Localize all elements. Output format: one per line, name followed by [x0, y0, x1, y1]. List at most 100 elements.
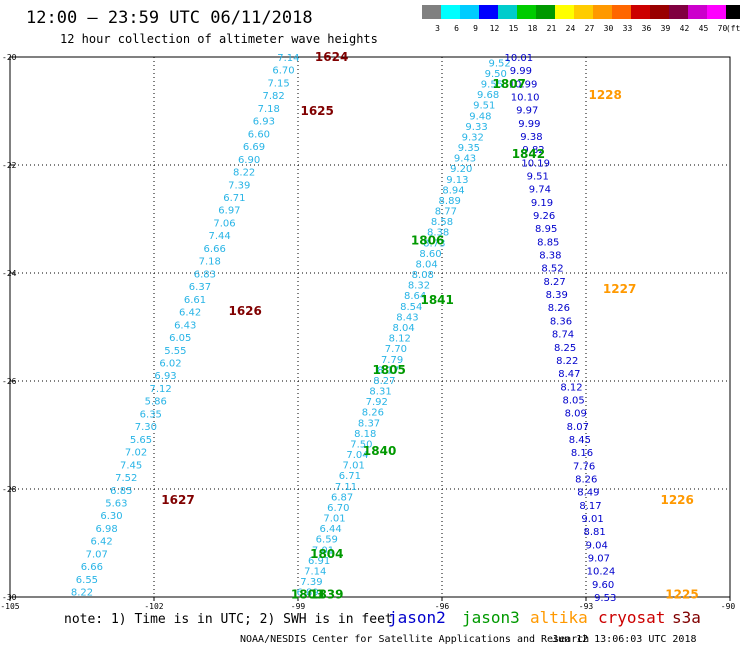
swh-value-jason3: 7.11 — [335, 482, 357, 493]
swh-value-s3a: 6.42 — [91, 537, 113, 548]
colorbar-swatch — [726, 5, 740, 19]
y-tick-label: -26 — [2, 377, 17, 386]
swh-value-jason3: 9.55 — [481, 80, 503, 91]
time-label: 1840 — [363, 444, 396, 458]
data-marks: 7.146.707.157.827.186.936.606.696.908.22… — [71, 50, 699, 604]
colorbar-swatch — [650, 5, 669, 19]
swh-value-s3a: 6.71 — [223, 193, 245, 204]
swh-value-jason3: 7.92 — [366, 397, 388, 408]
time-label: 1624 — [315, 50, 348, 64]
swh-value-jason2: 9.53 — [594, 593, 616, 604]
swh-value-jason2: 9.99 — [510, 66, 532, 77]
swh-value-jason2: 8.81 — [584, 527, 606, 538]
swh-value-jason3: 6.89 — [296, 588, 318, 599]
swh-value-jason3: 9.35 — [458, 143, 480, 154]
swh-value-s3a: 6.66 — [204, 244, 226, 255]
swh-value-jason2: 9.19 — [531, 198, 553, 209]
swh-value-jason3: 8.60 — [419, 249, 441, 260]
swh-value-jason3: 7.01 — [323, 514, 345, 525]
swh-value-s3a: 6.61 — [184, 295, 206, 306]
swh-value-s3a: 7.18 — [258, 104, 280, 115]
colorbar-label: 70 — [718, 24, 728, 33]
swh-value-jason3: 8.38 — [427, 228, 449, 239]
colorbar-label: 27 — [585, 24, 595, 33]
swh-value-jason3: 8.54 — [400, 302, 422, 313]
swh-value-jason3: 7.70 — [385, 344, 407, 355]
swh-value-s3a: 6.42 — [179, 308, 201, 319]
legend-s3a: s3a — [672, 608, 701, 627]
colorbar-label: 36 — [642, 24, 652, 33]
swh-value-jason3: 8.04 — [416, 259, 438, 270]
swh-value-s3a: 6.55 — [76, 575, 98, 586]
legend-altika: altika — [530, 608, 588, 627]
swh-value-s3a: 6.83 — [194, 269, 216, 280]
time-label: 1626 — [228, 304, 261, 318]
swh-value-jason2: 8.49 — [577, 488, 599, 499]
swh-value-jason2: 8.26 — [575, 474, 597, 485]
swh-value-s3a: 7.15 — [267, 78, 289, 89]
swh-value-jason3: 8.64 — [404, 291, 426, 302]
colorbar-swatch — [612, 5, 631, 19]
swh-value-jason2: 8.85 — [537, 237, 559, 248]
colorbar-swatch — [631, 5, 650, 19]
colorbar-label: (ft) — [726, 24, 740, 33]
swh-value-s3a: 7.44 — [208, 231, 230, 242]
swh-value-s3a: 7.52 — [115, 473, 137, 484]
chart-title: 12:00 — 23:59 UTC 06/11/2018 — [26, 8, 313, 28]
y-tick-label: -24 — [2, 269, 17, 278]
colorbar-label: 3 — [435, 24, 440, 33]
swh-value-jason2: 9.01 — [581, 514, 603, 525]
x-tick-label: -90 — [721, 602, 736, 611]
swh-value-jason3: 6.70 — [327, 503, 349, 514]
swh-value-jason3: 9.43 — [454, 154, 476, 165]
swh-value-jason2: 8.27 — [543, 277, 565, 288]
swh-value-s3a: 6.70 — [272, 66, 294, 77]
swh-value-jason3: 6.71 — [339, 471, 361, 482]
legend-cryosat: cryosat — [598, 608, 666, 627]
colorbar-swatch — [555, 5, 574, 19]
swh-value-jason3: 8.08 — [412, 270, 434, 281]
colorbar-swatch — [479, 5, 498, 19]
time-label: 1228 — [588, 88, 621, 102]
colorbar-label: 33 — [623, 24, 633, 33]
swh-value-jason2: 8.17 — [579, 501, 601, 512]
swh-value-jason3: 9.68 — [477, 90, 499, 101]
y-tick-label: -30 — [2, 593, 17, 602]
credit-line: NOAA/NESDIS Center for Satellite Applica… — [240, 634, 590, 645]
swh-value-jason2: 10.10 — [511, 93, 540, 104]
swh-value-jason3: 8.26 — [362, 408, 384, 419]
swh-value-s3a: 7.07 — [86, 549, 108, 560]
footnote: note: 1) Time is in UTC; 2) SWH is in fe… — [64, 612, 393, 627]
swh-value-s3a: 6.98 — [95, 524, 117, 535]
swh-value-jason2: 10.01 — [504, 53, 533, 64]
colorbar-label: 42 — [680, 24, 690, 33]
swh-value-jason2: 10.99 — [509, 79, 538, 90]
generated-timestamp: Jun 12 13:06:03 UTC 2018 — [552, 634, 697, 645]
colorbar-label: 45 — [699, 24, 709, 33]
swh-value-jason3: 8.31 — [369, 387, 391, 398]
y-tick-label: -22 — [2, 161, 17, 170]
swh-value-jason2: 9.07 — [588, 553, 610, 564]
swh-value-jason3: 8.58 — [431, 217, 453, 228]
colorbar-swatch — [707, 5, 726, 19]
colorbar-label: 39 — [661, 24, 671, 33]
time-label: 1841 — [420, 293, 453, 307]
swh-value-s3a: 5.63 — [105, 499, 127, 510]
swh-value-jason3: 6.59 — [316, 535, 338, 546]
swh-value-jason3: 7.39 — [300, 577, 322, 588]
legend-jason2: jason2 — [388, 608, 446, 627]
swh-value-s3a: 6.35 — [140, 409, 162, 420]
swh-value-jason2: 8.95 — [535, 224, 557, 235]
swh-value-jason2: 9.99 — [518, 119, 540, 130]
swh-value-s3a: 5.55 — [164, 346, 186, 357]
swh-value-jason3: 9.20 — [450, 164, 472, 175]
colorbar-swatch — [517, 5, 536, 19]
x-tick-label: -105 — [0, 602, 19, 611]
swh-value-jason2: 9.82 — [522, 145, 544, 156]
colorbar-swatch — [669, 5, 688, 19]
swh-value-jason2: 9.04 — [586, 540, 608, 551]
swh-value-jason2: 9.38 — [520, 132, 542, 143]
swh-value-s3a: 8.22 — [71, 588, 93, 599]
